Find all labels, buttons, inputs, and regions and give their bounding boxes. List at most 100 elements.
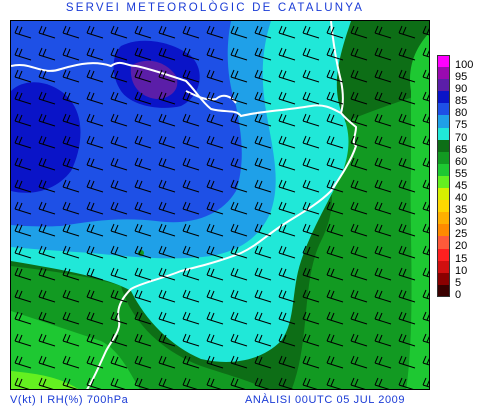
footer-analysis-time: ANÀLISI 00UTC 05 JUL 2009: [245, 394, 406, 406]
legend-label: 45: [455, 179, 468, 192]
wind-barb: [422, 47, 429, 58]
wind-barb: [14, 113, 32, 127]
wind-barb: [14, 245, 32, 259]
wind-barb: [86, 245, 104, 259]
wind-barb: [62, 135, 80, 149]
wind-barb: [182, 267, 200, 281]
wind-barb: [230, 113, 248, 127]
wind-barb: [110, 333, 128, 347]
wind-barb: [14, 47, 32, 61]
wind-barb: [38, 377, 54, 389]
legend-swatch: [437, 79, 450, 92]
wind-barb: [230, 355, 248, 369]
legend-label: 35: [455, 204, 468, 217]
wind-barb: [134, 267, 152, 281]
legend-row: 85: [437, 91, 485, 107]
wind-barb: [206, 25, 224, 39]
wind-barb: [350, 135, 368, 149]
wind-barb: [14, 157, 32, 171]
wind-barb: [206, 355, 224, 369]
legend-row: 20: [437, 236, 485, 252]
wind-barb: [278, 245, 296, 259]
wind-barb: [110, 25, 128, 39]
wind-barb: [398, 201, 416, 215]
wind-barb: [86, 355, 104, 369]
wind-barb: [374, 223, 392, 237]
legend-swatch: [437, 212, 450, 225]
wind-barb: [326, 157, 344, 171]
legend-label: 15: [455, 252, 468, 265]
wind-barb: [206, 289, 224, 303]
wind-barb: [230, 179, 248, 193]
wind-barb: [350, 69, 368, 83]
wind-barb: [38, 47, 56, 61]
wind-barb: [14, 25, 32, 39]
wind-barb: [302, 333, 320, 347]
wind-barb: [374, 113, 392, 127]
wind-barb: [278, 135, 296, 149]
wind-barb: [182, 201, 200, 215]
wind-barb: [326, 223, 344, 237]
wind-barb: [134, 135, 152, 149]
wind-barb: [134, 289, 152, 303]
wind-barb: [350, 311, 368, 325]
wind-barb: [62, 377, 78, 389]
wind-barb: [302, 157, 320, 171]
legend-label: 60: [455, 155, 468, 168]
wind-barb: [62, 201, 80, 215]
wind-barb: [230, 69, 248, 83]
wind-barb: [398, 47, 416, 61]
wind-barb: [158, 47, 176, 61]
wind-barb: [14, 377, 30, 389]
wind-barb: [110, 311, 128, 325]
wind-barb: [350, 157, 368, 171]
wind-barb: [134, 245, 152, 259]
wind-barb: [206, 377, 222, 389]
wind-barb: [302, 25, 320, 39]
legend-swatch: [437, 139, 450, 152]
wind-barb: [14, 91, 32, 105]
wind-barb: [278, 355, 296, 369]
legend-row: 5: [437, 272, 485, 289]
legend-row: 70: [437, 127, 485, 144]
legend-row: 80: [437, 103, 485, 119]
wind-barb: [62, 245, 80, 259]
wind-barb: [302, 69, 320, 83]
wind-barb: [110, 69, 128, 83]
wind-barb: [38, 311, 56, 325]
wind-barb: [110, 91, 128, 105]
wind-barb: [422, 91, 429, 102]
legend-swatch: [437, 260, 450, 273]
wind-barb: [62, 91, 80, 105]
wind-barb: [182, 245, 200, 259]
wind-barb: [302, 245, 320, 259]
wind-barb: [278, 113, 296, 127]
wind-barb: [422, 289, 429, 300]
wind-barb: [278, 267, 296, 281]
legend-swatch: [437, 284, 450, 297]
wind-barb: [110, 289, 128, 303]
wind-barb: [38, 113, 56, 127]
wind-barb: [182, 289, 200, 303]
wind-barb: [134, 157, 152, 171]
wind-barb: [206, 69, 224, 83]
wind-barb: [374, 69, 392, 83]
wind-barb: [278, 377, 294, 389]
wind-barb: [206, 47, 224, 61]
wind-barb: [86, 135, 104, 149]
legend-row: 35: [437, 200, 485, 216]
wind-barb: [86, 47, 104, 61]
legend-label: 25: [455, 228, 468, 241]
wind-barb: [206, 201, 224, 215]
wind-barb: [134, 223, 152, 237]
wind-barb: [350, 179, 368, 193]
wind-barb: [62, 333, 80, 347]
wind-barb: [86, 267, 104, 281]
wind-barb: [62, 223, 80, 237]
legend-label: 40: [455, 192, 468, 205]
wind-barb: [38, 201, 56, 215]
wind-barb: [374, 311, 392, 325]
wind-barb: [302, 355, 320, 369]
rh-55-region: [406, 33, 429, 389]
wind-barb: [134, 69, 152, 83]
